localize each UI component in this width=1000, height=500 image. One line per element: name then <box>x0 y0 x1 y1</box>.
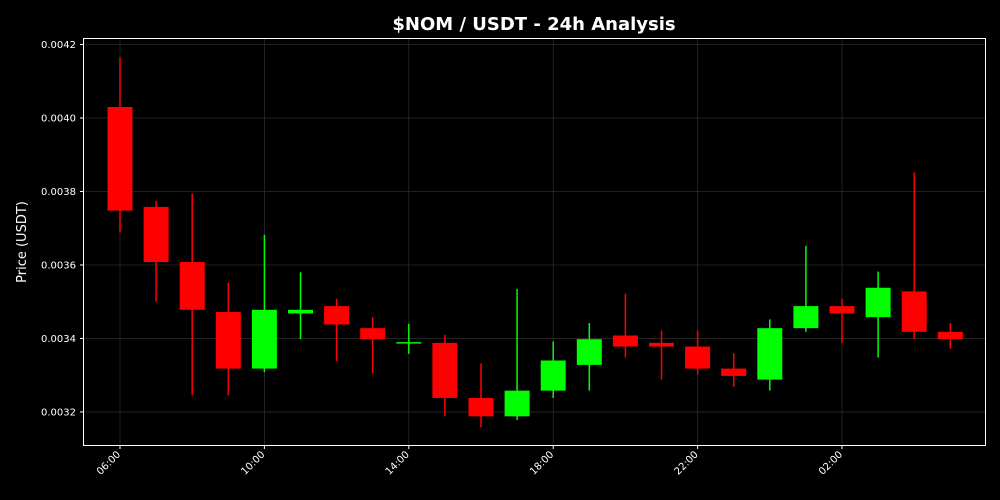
candle <box>360 317 386 374</box>
candle <box>649 330 674 380</box>
candle <box>107 57 133 233</box>
candle <box>215 282 241 396</box>
candle <box>143 200 169 302</box>
candle <box>432 334 458 417</box>
candle <box>324 298 350 362</box>
candle <box>288 272 313 340</box>
candle <box>829 298 855 343</box>
y-tick-label: 0.0032 <box>41 407 76 418</box>
candle-body <box>432 342 458 398</box>
candle-body <box>251 309 277 369</box>
candle <box>468 363 494 428</box>
candle-body <box>143 206 169 263</box>
y-axis-label: Price (USDT) <box>15 201 30 283</box>
candle-body <box>396 342 422 344</box>
candle-body <box>288 309 313 314</box>
candle <box>179 193 205 396</box>
candle-body <box>324 306 350 325</box>
candle-body <box>721 368 747 376</box>
y-axis: 0.0032 0.0034 0.0036 0.0038 0.0040 0.0042 <box>41 40 84 418</box>
candle-body <box>576 339 602 365</box>
candle-layer <box>107 57 963 428</box>
candle-body <box>179 262 205 310</box>
chart-title: $NOM / USDT - 24h Analysis <box>392 14 675 35</box>
candle <box>576 323 602 391</box>
candle-body <box>215 311 241 369</box>
y-tick-label: 0.0040 <box>41 113 76 124</box>
candle-body <box>865 287 891 318</box>
candle <box>251 234 277 373</box>
y-tick-label: 0.0034 <box>41 334 76 345</box>
candle <box>937 323 963 349</box>
candle-body <box>829 306 855 314</box>
candle-body <box>757 328 783 380</box>
candle <box>901 172 927 340</box>
y-tick-label: 0.0036 <box>41 260 76 271</box>
candle-body <box>504 390 530 417</box>
candle <box>612 293 638 358</box>
candle-body <box>468 397 494 417</box>
candle <box>540 341 566 398</box>
candle-body <box>360 328 386 340</box>
candle-body <box>540 360 566 391</box>
candle-body <box>649 342 674 347</box>
candle-body <box>612 335 638 347</box>
candle <box>721 353 747 387</box>
candle-body <box>937 331 963 340</box>
candle-body <box>107 106 133 211</box>
candle <box>793 245 819 332</box>
plot-frame <box>83 38 986 446</box>
candle-body <box>901 291 927 332</box>
candle-body <box>793 306 819 329</box>
candle <box>757 319 783 391</box>
candle <box>685 330 711 375</box>
y-tick-label: 0.0042 <box>41 40 76 51</box>
candle-body <box>685 346 711 369</box>
y-tick-label: 0.0038 <box>41 187 76 198</box>
candle <box>865 271 891 358</box>
candle <box>504 288 530 421</box>
candle <box>396 323 422 354</box>
